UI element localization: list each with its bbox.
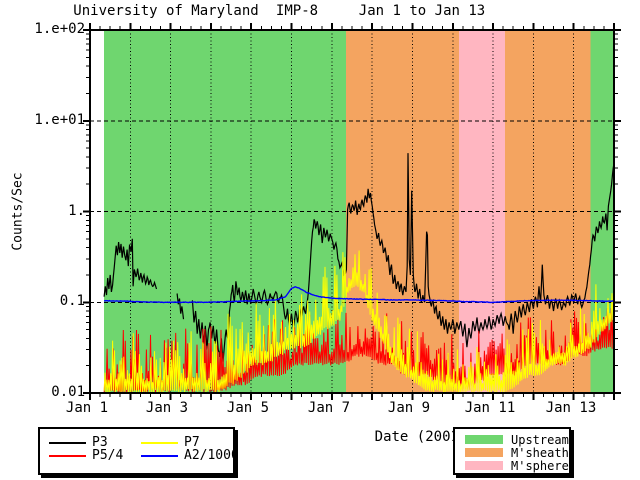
y-tick-label: 0.01 bbox=[51, 384, 85, 400]
y-tick-label: 1.e+02 bbox=[34, 21, 85, 37]
a2-line-swatch bbox=[141, 455, 178, 457]
x-tick-label: Jan 13 bbox=[545, 400, 597, 416]
msphere-label: M'sphere bbox=[511, 459, 569, 473]
x-tick-label: Jan 11 bbox=[464, 400, 516, 416]
x-axis-title: Date (2001) bbox=[374, 429, 468, 445]
x-tick-label: Jan 3 bbox=[145, 400, 189, 416]
title-date-range: Jan 1 to Jan 13 bbox=[358, 3, 486, 19]
p54-label: P5/4 bbox=[92, 448, 124, 463]
title-institution: University of Maryland bbox=[73, 3, 259, 19]
y-tick-label: 1.e+01 bbox=[34, 112, 85, 128]
p7-label: P7 bbox=[184, 435, 200, 450]
x-tick-label: Jan 5 bbox=[226, 400, 270, 416]
y-tick-label: 0.1 bbox=[59, 293, 85, 309]
a2-label: A2/1000 bbox=[184, 448, 239, 463]
msheath-swatch bbox=[465, 448, 503, 457]
p7-line-swatch bbox=[141, 442, 178, 444]
y-axis-title: Counts/Sec bbox=[10, 172, 26, 251]
data-traces bbox=[103, 153, 614, 393]
upstream-label: Upstream bbox=[511, 433, 569, 447]
msphere-swatch bbox=[465, 461, 503, 470]
x-tick-label: Jan 7 bbox=[307, 400, 351, 416]
msheath-label: M'sheath bbox=[511, 446, 569, 460]
gridlines bbox=[90, 30, 614, 393]
y-tick-label: 1. bbox=[68, 203, 85, 219]
series-legend: P3 P5/4 P7 A2/1000 bbox=[38, 427, 239, 475]
title-instrument: IMP-8 bbox=[275, 3, 319, 19]
axes-frame bbox=[83, 23, 621, 400]
x-tick-label: Jan 1 bbox=[65, 400, 109, 416]
p54-line-swatch bbox=[49, 455, 86, 457]
x-tick-label: Jan 9 bbox=[387, 400, 431, 416]
upstream-swatch bbox=[465, 435, 503, 444]
p3-line-swatch bbox=[49, 442, 86, 444]
region-legend: Upstream M'sheath M'sphere bbox=[453, 427, 571, 475]
p3-label: P3 bbox=[92, 435, 108, 450]
